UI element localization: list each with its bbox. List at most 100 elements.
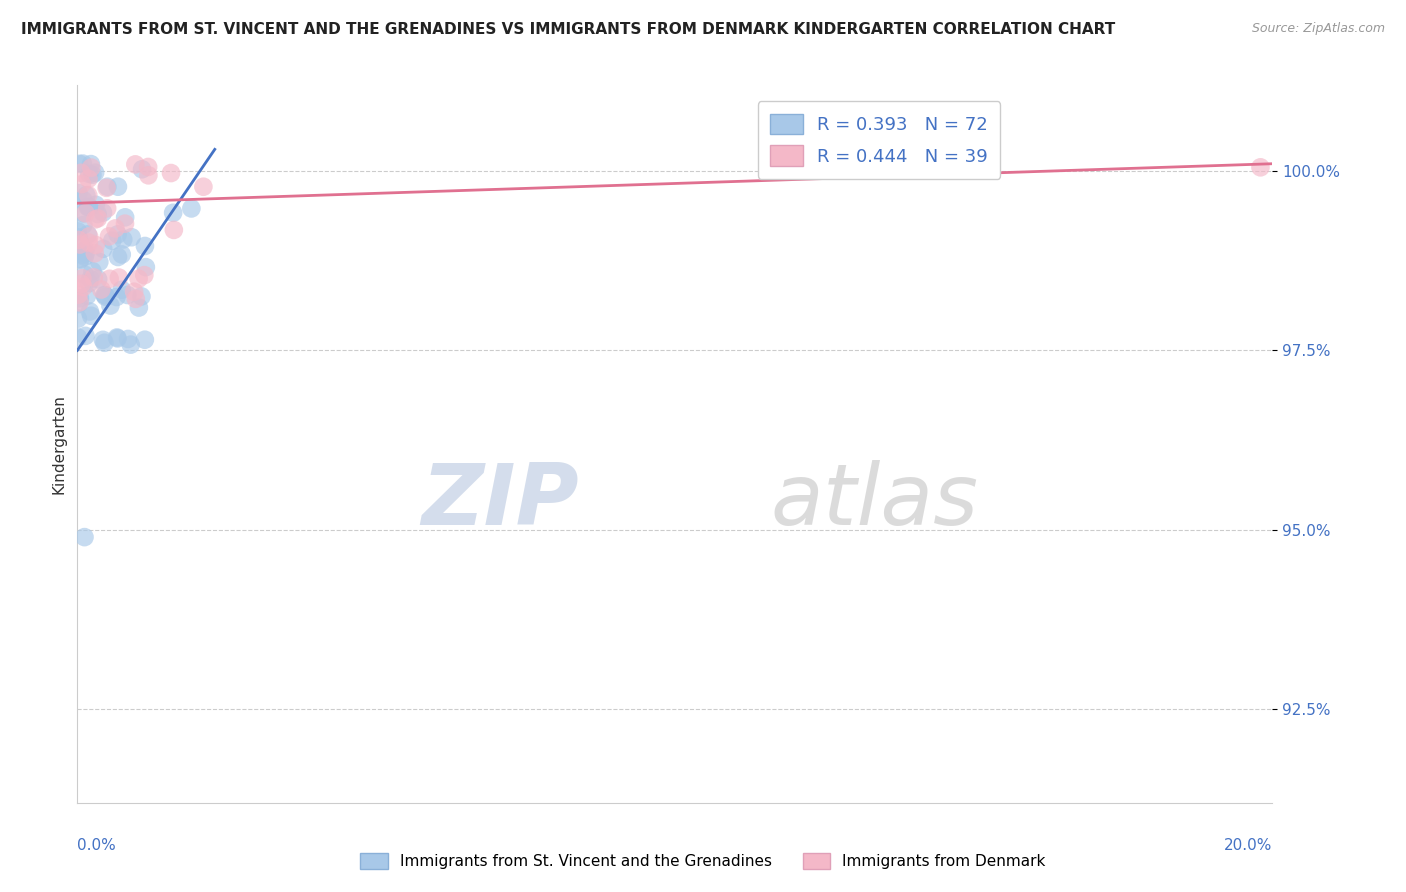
Point (76, 227, 98, 242)
Point (89, 255, 111, 269)
Point (77, 167, 100, 181)
Legend: R = 0.393   N = 72, R = 0.444   N = 39: R = 0.393 N = 72, R = 0.444 N = 39 (758, 101, 1001, 178)
Point (69, 237, 91, 252)
Point (93, 335, 115, 350)
Point (67, 233, 90, 247)
Point (84, 198, 107, 212)
Point (69, 252, 91, 267)
Point (66, 224, 89, 238)
Point (84, 166, 107, 180)
Point (128, 301, 150, 315)
Point (121, 230, 143, 244)
Point (79, 304, 101, 318)
Point (70, 166, 93, 180)
Point (84, 212, 107, 227)
Point (77, 171, 100, 186)
Text: 20.0%: 20.0% (1225, 838, 1272, 853)
Point (86, 207, 108, 221)
Point (135, 260, 157, 274)
Point (87, 272, 110, 286)
Point (72, 218, 94, 232)
Point (134, 239, 156, 253)
Point (67, 230, 90, 244)
Point (66, 330, 89, 344)
Point (114, 211, 136, 225)
Point (75, 243, 97, 257)
Point (131, 289, 153, 303)
Point (91, 333, 114, 347)
Point (83, 270, 105, 285)
Point (94, 288, 117, 302)
Point (111, 283, 134, 297)
Point (125, 292, 148, 306)
Text: ZIP: ZIP (422, 459, 579, 542)
Point (117, 332, 139, 346)
Point (79, 272, 101, 286)
Point (96, 179, 118, 194)
Point (193, 179, 215, 194)
Point (134, 268, 156, 282)
Point (77, 235, 100, 250)
Point (72, 280, 94, 294)
Point (87, 211, 110, 226)
Point (67, 297, 90, 311)
Point (160, 166, 183, 180)
Point (138, 169, 160, 183)
Text: 0.0%: 0.0% (77, 838, 117, 853)
Point (94, 290, 117, 304)
Point (107, 227, 129, 242)
Point (73, 530, 96, 544)
Point (111, 247, 134, 261)
Point (77, 200, 100, 214)
Text: IMMIGRANTS FROM ST. VINCENT AND THE GRENADINES VS IMMIGRANTS FROM DENMARK KINDER: IMMIGRANTS FROM ST. VINCENT AND THE GREN… (21, 22, 1115, 37)
Point (67, 287, 90, 301)
Legend: Immigrants from St. Vincent and the Grenadines, Immigrants from Denmark: Immigrants from St. Vincent and the Gren… (354, 847, 1052, 875)
Point (72, 248, 94, 262)
Point (101, 234, 124, 248)
Point (104, 221, 127, 235)
Point (77, 229, 100, 244)
Point (97, 229, 120, 244)
Point (96, 181, 118, 195)
Point (107, 250, 129, 264)
Point (122, 285, 145, 299)
Point (70, 177, 93, 191)
Point (93, 288, 115, 302)
Point (72, 271, 94, 285)
Point (67, 252, 90, 266)
Point (80, 309, 103, 323)
Point (96, 202, 118, 216)
Point (107, 179, 129, 194)
Point (124, 157, 146, 171)
Point (108, 270, 131, 285)
Point (72, 206, 94, 220)
Point (77, 276, 100, 290)
Point (82, 168, 104, 182)
Point (76, 200, 98, 214)
Point (114, 217, 136, 231)
Point (75, 188, 97, 202)
Point (107, 331, 129, 345)
Point (180, 202, 202, 216)
Point (84, 238, 107, 252)
Point (90, 283, 112, 297)
Point (136, 160, 159, 174)
Point (80, 157, 103, 171)
Point (70, 277, 93, 291)
Point (66, 311, 89, 326)
Point (131, 162, 153, 177)
Point (105, 330, 128, 344)
Point (72, 193, 94, 207)
Point (72, 156, 94, 170)
Point (82, 264, 104, 278)
Point (162, 206, 184, 220)
Point (105, 290, 128, 304)
Point (67, 157, 90, 171)
Y-axis label: Kindergarten: Kindergarten (51, 394, 66, 493)
Point (77, 188, 100, 202)
Point (117, 288, 139, 302)
Point (75, 206, 97, 220)
Point (163, 223, 186, 237)
Point (134, 333, 156, 347)
Point (120, 337, 142, 351)
